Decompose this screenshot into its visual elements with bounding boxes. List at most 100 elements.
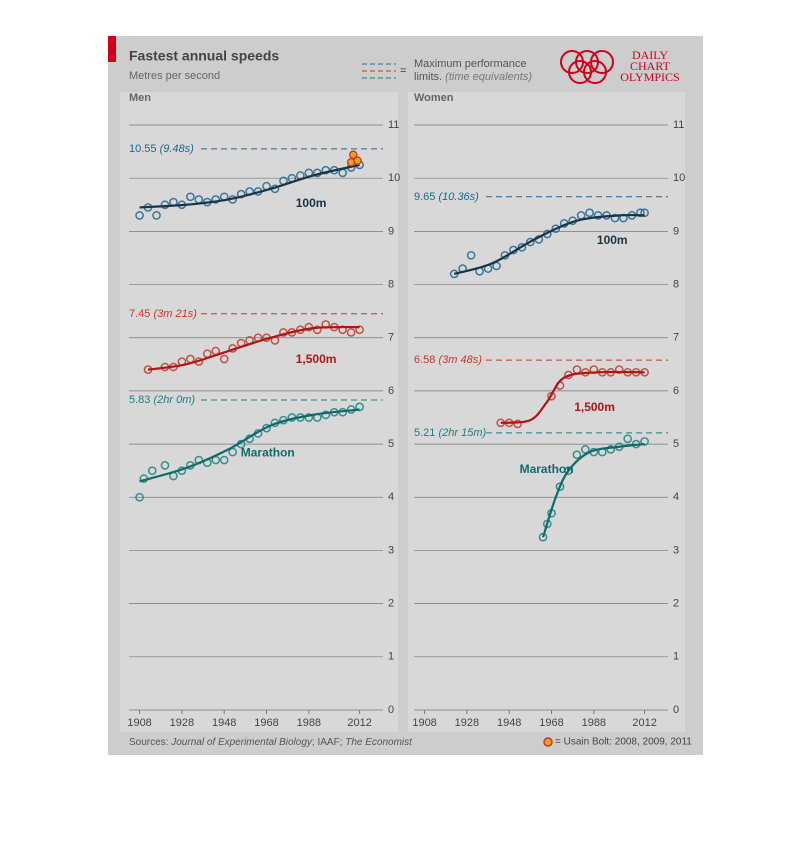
legend-text: limits.	[414, 71, 442, 83]
y-tick-label: 2	[673, 598, 679, 610]
point	[564, 466, 573, 476]
point	[555, 482, 565, 491]
trend-line	[139, 408, 360, 483]
x-tick-label: 1968	[254, 717, 278, 729]
limit-time: (2hr 0m)	[153, 394, 195, 406]
series-label: 100m	[296, 196, 327, 210]
point	[623, 434, 633, 444]
point	[513, 419, 523, 429]
limit-time: (10.36s)	[438, 191, 479, 203]
y-tick-label: 11	[388, 119, 399, 131]
logo-text: OLYMPICS	[620, 70, 679, 84]
limit-value: 7.45	[129, 308, 150, 320]
legend: = Maximum performance limits. (time equi…	[362, 58, 532, 83]
point	[219, 354, 229, 364]
y-tick-label: 6	[388, 385, 394, 397]
y-tick-label: 10	[388, 172, 400, 184]
trend-line	[147, 325, 360, 371]
point	[606, 445, 616, 454]
point	[614, 365, 624, 374]
series-label: Marathon	[520, 462, 574, 476]
source: ; IAAF;	[312, 737, 343, 748]
point	[517, 242, 527, 252]
panel-title: Men	[129, 92, 151, 104]
limit-label: 7.45 (3m 21s)	[129, 308, 197, 320]
trend-line	[500, 370, 645, 424]
y-tick-label: 5	[388, 438, 394, 450]
y-tick-label: 5	[673, 438, 679, 450]
y-tick-label: 4	[673, 491, 679, 503]
logo-text: DAILY	[632, 48, 668, 62]
x-tick-label: 1968	[539, 717, 563, 729]
y-tick-label: 4	[388, 491, 394, 503]
y-tick-label: 0	[388, 704, 394, 716]
point	[228, 447, 238, 457]
x-tick-label: 1988	[582, 717, 606, 729]
point	[219, 455, 229, 465]
limit-value: 6.58	[414, 354, 435, 366]
series-label: Marathon	[241, 446, 295, 460]
limit-label: 6.58 (3m 48s)	[414, 354, 482, 366]
point	[585, 208, 594, 218]
source: Sources:	[129, 737, 168, 748]
y-tick-label: 1	[388, 651, 394, 663]
limit-value: 5.83	[129, 394, 150, 406]
y-tick-label: 7	[673, 332, 679, 344]
x-tick-label: 1928	[170, 717, 194, 729]
y-tick-label: 11	[673, 119, 684, 131]
panel-bg	[120, 92, 398, 732]
note: = Usain Bolt: 2008, 2009, 2011	[555, 737, 692, 748]
point	[160, 461, 170, 470]
limit-label: 9.65 (10.36s)	[414, 191, 479, 203]
bolt-point	[353, 156, 362, 165]
limit-value: 5.21	[414, 427, 435, 439]
y-tick-label: 3	[673, 544, 679, 556]
bolt-point	[349, 150, 358, 160]
legend-note: (time equivalents)	[445, 71, 532, 83]
point	[466, 250, 476, 260]
point	[593, 211, 603, 220]
y-tick-label: 0	[673, 704, 679, 716]
point	[304, 322, 314, 332]
limit-value: 10.55	[129, 143, 157, 155]
point	[581, 445, 590, 454]
point	[312, 325, 322, 335]
series-label: 1,500m	[574, 400, 615, 414]
trend-line	[542, 442, 645, 538]
point	[572, 450, 582, 460]
point	[135, 492, 144, 502]
legend-text: Maximum performance	[414, 58, 526, 70]
series-label: 100m	[597, 233, 628, 247]
point	[346, 328, 356, 337]
point	[321, 165, 331, 175]
limit-label: 5.21 (2hr 15m)	[414, 427, 487, 439]
x-tick-label: 1908	[127, 717, 151, 729]
y-tick-label: 9	[388, 225, 394, 237]
y-tick-label: 8	[673, 278, 679, 290]
title: Fastest annual speeds	[129, 48, 279, 64]
limit-time: (2hr 15m)	[438, 427, 486, 439]
sources: Sources: Journal of Experimental Biology…	[129, 737, 413, 748]
x-tick-label: 1948	[212, 717, 236, 729]
limit-time: (9.48s)	[160, 143, 195, 155]
bolt-key	[543, 737, 553, 747]
point	[321, 410, 331, 420]
source: The Economist	[345, 737, 413, 748]
limit-time: (3m 21s)	[153, 308, 197, 320]
y-tick-label: 6	[673, 385, 679, 397]
point	[355, 325, 364, 335]
x-tick-label: 1928	[455, 717, 479, 729]
y-tick-label: 3	[388, 544, 394, 556]
y-tick-label: 8	[388, 278, 394, 290]
point	[147, 466, 157, 476]
limit-time: (3m 48s)	[438, 354, 482, 366]
x-tick-label: 1948	[497, 717, 521, 729]
point	[551, 224, 561, 234]
limit-value: 9.65	[414, 191, 435, 203]
point	[610, 213, 620, 223]
logo-text: CHART	[630, 59, 671, 73]
source: Journal of Experimental Biology	[170, 737, 313, 748]
trend-line	[139, 163, 360, 209]
x-tick-label: 2012	[632, 717, 656, 729]
